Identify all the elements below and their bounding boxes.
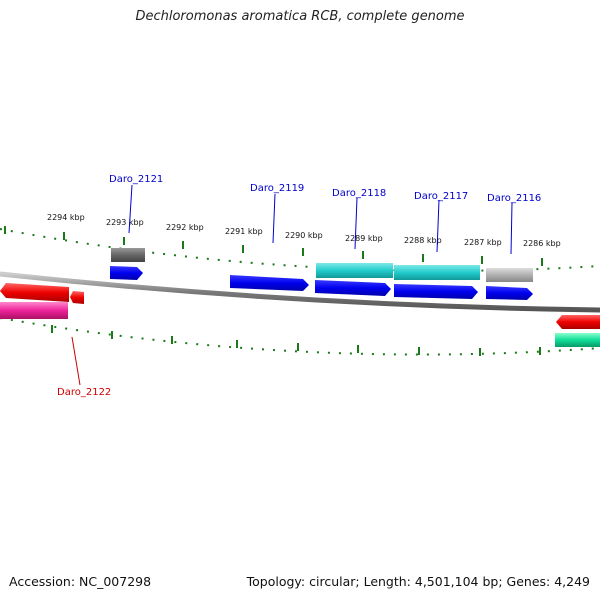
accession-text: Accession: NC_007298 bbox=[9, 574, 152, 589]
gene-label-daro-2121[interactable]: Daro_2121 bbox=[109, 174, 163, 185]
major-ticks bbox=[4, 226, 543, 266]
gene-label-daro-2117[interactable]: Daro_2117 bbox=[414, 191, 468, 202]
label-leaders bbox=[71, 184, 513, 386]
gene-daro-2121-arrow bbox=[110, 266, 143, 280]
gene-daro-2119-arrow bbox=[230, 275, 309, 291]
gene-daro-2122-pink bbox=[0, 302, 68, 319]
gene-daro-2118-arrow bbox=[315, 280, 391, 296]
gene-label-daro-2118[interactable]: Daro_2118 bbox=[332, 188, 386, 199]
gene-red-reverse-left bbox=[0, 283, 69, 302]
kbp-label-2291: 2291 kbp bbox=[225, 227, 263, 236]
kbp-label-2292: 2292 kbp bbox=[166, 223, 204, 232]
gene-daro-2121-gray bbox=[111, 248, 145, 262]
gene-green-right bbox=[555, 333, 600, 347]
gene-daro-2116-gray bbox=[486, 268, 533, 282]
kbp-label-2289: 2289 kbp bbox=[345, 234, 383, 243]
gene-daro-2118-cyan bbox=[316, 263, 393, 278]
gene-daro-2117-cyan bbox=[394, 265, 480, 280]
forward-strand-features bbox=[110, 248, 533, 300]
gene-label-daro-2119[interactable]: Daro_2119 bbox=[250, 183, 304, 194]
gene-label-daro-2122[interactable]: Daro_2122 bbox=[57, 387, 111, 398]
gene-daro-2116-arrow bbox=[486, 286, 533, 300]
gene-label-daro-2116[interactable]: Daro_2116 bbox=[487, 193, 541, 204]
map-title: Dechloromonas aromatica RCB, complete ge… bbox=[135, 9, 465, 24]
kbp-label-2294: 2294 kbp bbox=[47, 213, 85, 222]
gene-labels: Daro_2121 Daro_2119 Daro_2118 Daro_2117 … bbox=[57, 174, 541, 398]
gene-red-reverse-small bbox=[70, 291, 84, 304]
inner-scale-track bbox=[0, 317, 600, 356]
genome-summary-text: Topology: circular; Length: 4,501,104 bp… bbox=[246, 574, 590, 589]
reverse-strand-features bbox=[0, 283, 600, 347]
kbp-label-2293: 2293 kbp bbox=[106, 218, 144, 227]
genome-backbone bbox=[0, 271, 600, 313]
kbp-scale-labels: 2294 kbp 2293 kbp 2292 kbp 2291 kbp 2290… bbox=[47, 213, 561, 248]
kbp-label-2288: 2288 kbp bbox=[404, 236, 442, 245]
kbp-label-2290: 2290 kbp bbox=[285, 231, 323, 240]
kbp-label-2287: 2287 kbp bbox=[464, 238, 502, 247]
gene-red-reverse-right bbox=[556, 315, 600, 329]
gene-daro-2117-arrow bbox=[394, 284, 478, 299]
inner-major-ticks bbox=[51, 325, 541, 356]
kbp-label-2286: 2286 kbp bbox=[523, 239, 561, 248]
